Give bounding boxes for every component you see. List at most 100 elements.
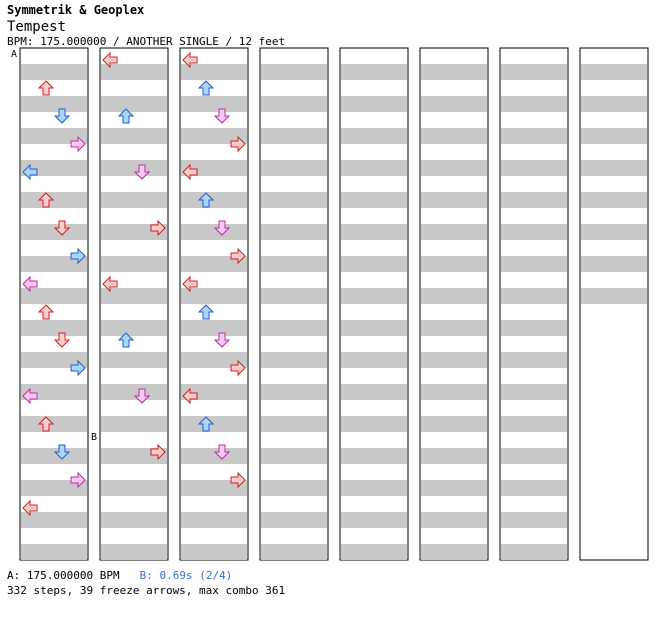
beat-stripe [581,256,647,272]
beat-stripe [21,416,87,432]
beat-stripe [421,544,487,560]
beat-stripe [101,480,167,496]
beat-stripe [341,128,407,144]
beat-stripe [181,96,247,112]
beat-stripe [341,480,407,496]
beat-stripe [21,64,87,80]
beat-stripe [101,288,167,304]
song-title: Tempest [7,19,67,35]
beat-stripe [501,128,567,144]
beat-stripe [261,256,327,272]
beat-stripe [581,288,647,304]
beat-stripe [101,192,167,208]
beat-stripe [581,160,647,176]
beat-stripe [101,128,167,144]
beat-stripe [341,288,407,304]
beat-stripe [341,256,407,272]
beat-stripe [421,256,487,272]
beat-stripe [581,224,647,240]
beat-stripe [421,192,487,208]
beat-stripe [101,384,167,400]
beat-stripe [501,352,567,368]
marker-a: A [11,49,17,60]
beat-stripe [261,480,327,496]
beat-stripe [261,64,327,80]
beat-stripe [581,64,647,80]
chart-info: BPM: 175.000000 / ANOTHER SINGLE / 12 fe… [7,35,286,48]
beat-stripe [21,128,87,144]
beat-stripe [341,64,407,80]
beat-stripe [421,224,487,240]
beat-stripe [261,544,327,560]
chart-column [259,47,329,561]
beat-stripe [21,480,87,496]
beat-stripe [581,192,647,208]
beat-stripe [501,288,567,304]
beat-stripe [181,448,247,464]
beat-stripe [261,192,327,208]
beat-stripe [341,448,407,464]
beat-stripe [181,128,247,144]
marker-b: B [91,432,97,443]
beat-stripe [181,320,247,336]
beat-stripe [341,320,407,336]
beat-stripe [181,288,247,304]
beat-stripe [101,416,167,432]
beat-stripe [21,192,87,208]
beat-stripe [181,480,247,496]
beat-stripe [341,96,407,112]
beat-stripe [181,544,247,560]
beat-stripe [421,352,487,368]
bpm-b-label: B: 0.69s (2/4) [139,569,233,582]
bpm-a-label: A: 175.000000 BPM [7,569,120,582]
chart-column [179,47,249,561]
beat-stripe [581,128,647,144]
beat-stripe [21,96,87,112]
beat-stripe [101,320,167,336]
beat-stripe [501,416,567,432]
beat-stripe [421,96,487,112]
beat-stripe [261,128,327,144]
beat-stripe [261,288,327,304]
beat-stripe [21,256,87,272]
beat-stripe [501,64,567,80]
beat-stripe [101,160,167,176]
beat-stripe [501,448,567,464]
beat-stripe [261,352,327,368]
beat-stripe [21,288,87,304]
beat-stripe [21,448,87,464]
beat-stripe [181,192,247,208]
beat-stripe [341,512,407,528]
beat-stripe [261,416,327,432]
chart-column [499,47,569,561]
beat-stripe [581,96,647,112]
beat-stripe [341,224,407,240]
beat-stripe [501,544,567,560]
beat-stripe [341,544,407,560]
beat-stripe [181,512,247,528]
beat-stripe [21,320,87,336]
beat-stripe [21,352,87,368]
beat-stripe [341,192,407,208]
beat-stripe [501,480,567,496]
beat-stripe [101,544,167,560]
beat-stripe [501,320,567,336]
beat-stripe [421,480,487,496]
beat-stripe [101,64,167,80]
chart-column [99,47,169,561]
beat-stripe [21,224,87,240]
beat-stripe [261,384,327,400]
beat-stripe [261,512,327,528]
chart-column [339,47,409,561]
beat-stripe [421,416,487,432]
beat-stripe [261,96,327,112]
footer-summary: 332 steps, 39 freeze arrows, max combo 3… [7,584,286,597]
beat-stripe [261,224,327,240]
beat-stripe [341,416,407,432]
beat-stripe [421,320,487,336]
beat-stripe [181,416,247,432]
beat-stripe [21,512,87,528]
beat-stripe [501,96,567,112]
beat-stripe [341,384,407,400]
